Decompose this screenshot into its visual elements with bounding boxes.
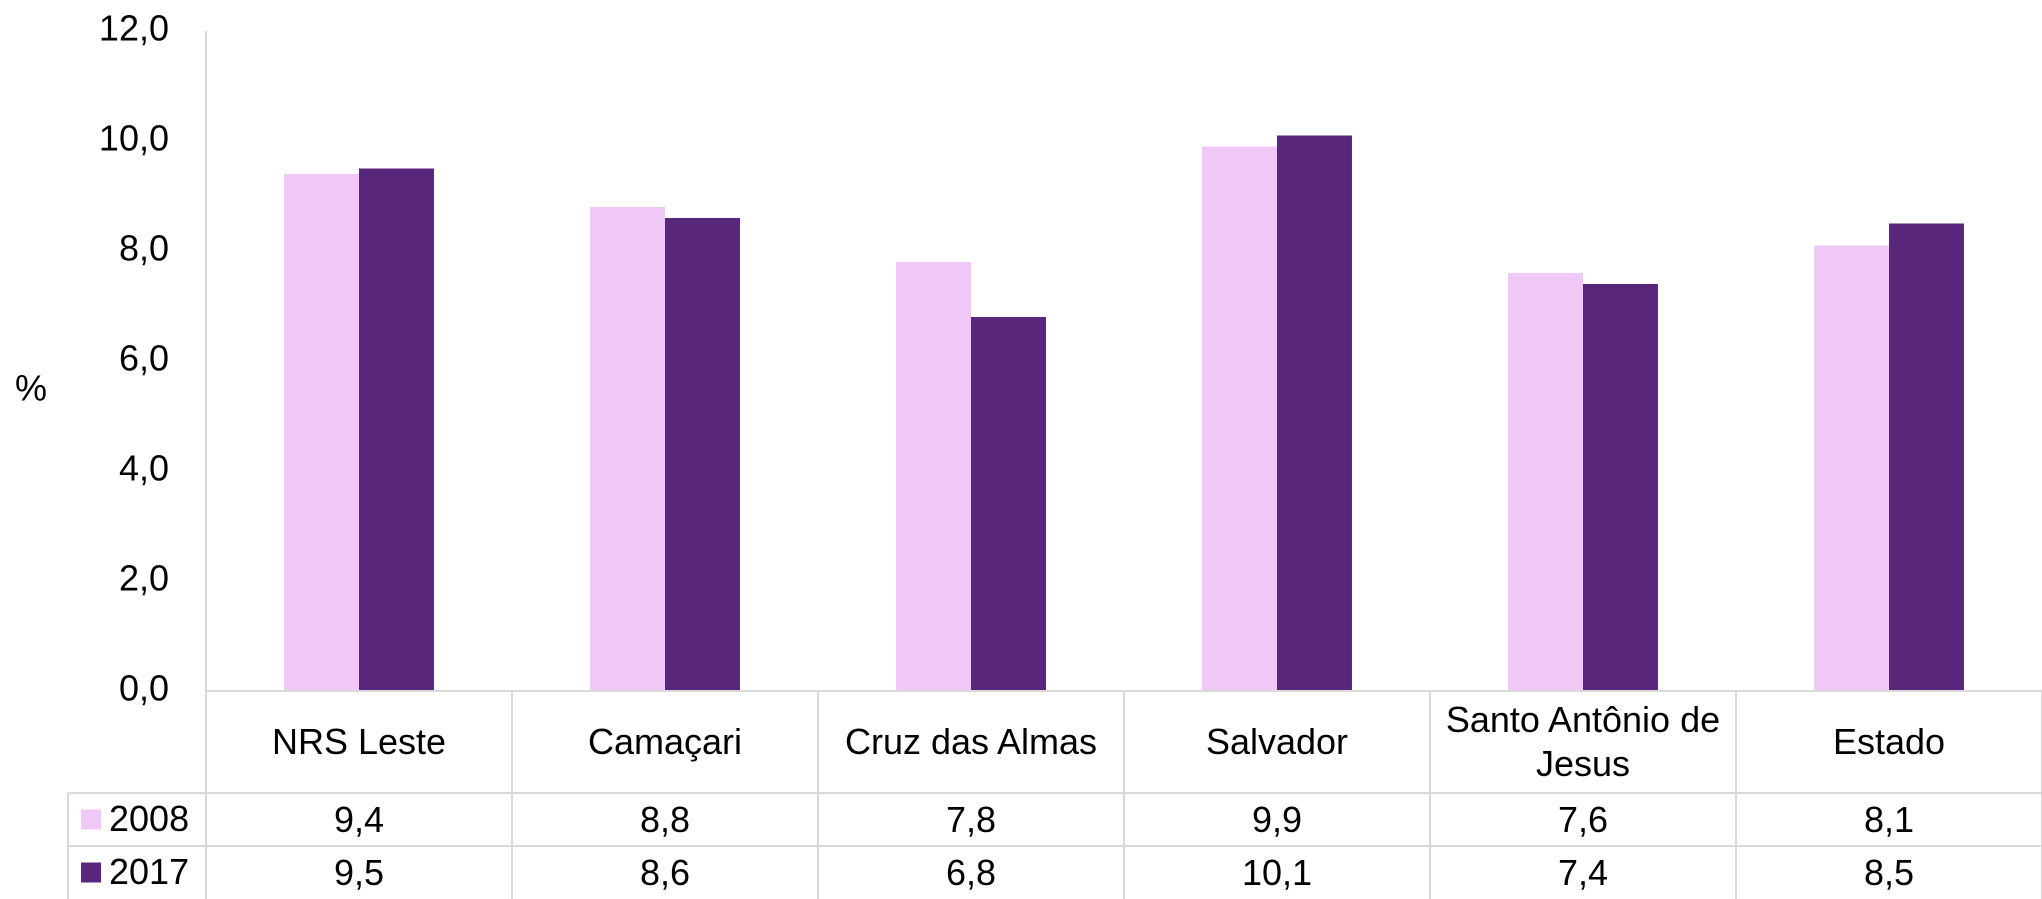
legend-swatch (81, 809, 101, 830)
y-tick-label: 10,0 (99, 118, 169, 159)
legend-label: 2017 (109, 851, 189, 892)
table-value: 7,4 (1557, 851, 1609, 893)
category-label: Estado (1832, 721, 1946, 762)
bar (665, 218, 740, 691)
table-value: 10,1 (1241, 851, 1313, 893)
table-value: 7,8 (945, 798, 997, 840)
bar (1889, 223, 1964, 691)
bar (1814, 245, 1889, 691)
legend-label: 2008 (109, 798, 189, 839)
bar (1202, 146, 1277, 691)
bar (590, 207, 665, 691)
bar (971, 317, 1046, 691)
category-label: NRS Leste (271, 721, 447, 762)
legend-swatch (81, 862, 101, 883)
y-tick-label: 12,0 (99, 8, 169, 49)
table-value: 9,4 (333, 798, 385, 840)
category-label: Santo Antônio de Jesus (1445, 699, 1721, 784)
y-tick-label: 2,0 (119, 558, 169, 599)
table-value: 8,8 (639, 798, 691, 840)
bar (284, 174, 359, 691)
table-value: 8,1 (1863, 798, 1915, 840)
table-value: 9,5 (333, 851, 385, 893)
y-tick-label: 0,0 (119, 668, 169, 709)
bar (1583, 284, 1658, 691)
table-value: 9,9 (1251, 798, 1303, 840)
y-tick-label: 4,0 (119, 448, 169, 489)
category-label: Cruz das Almas (844, 721, 1098, 762)
y-tick-label: 8,0 (119, 228, 169, 269)
table-value: 6,8 (945, 851, 997, 893)
table-value: 8,6 (639, 851, 691, 893)
bar (896, 262, 971, 691)
y-axis-label: % (15, 368, 47, 409)
y-tick-label: 6,0 (119, 338, 169, 379)
table-value: 7,6 (1557, 798, 1609, 840)
bar (1508, 273, 1583, 691)
category-label: Salvador (1205, 721, 1349, 762)
category-label: Camaçari (587, 721, 743, 762)
table-value: 8,5 (1863, 851, 1915, 893)
bar (1277, 135, 1352, 691)
bar (359, 168, 434, 691)
